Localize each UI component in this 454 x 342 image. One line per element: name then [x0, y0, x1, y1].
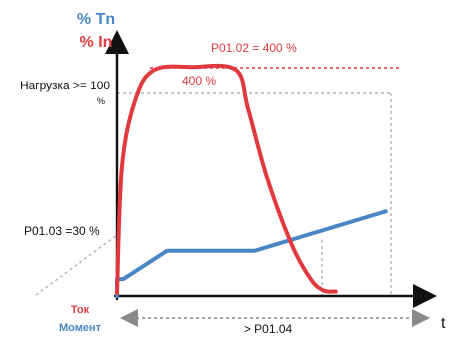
y-axis-arrow-icon: [105, 30, 129, 54]
p0104-annotation: > P01.04: [244, 322, 293, 336]
torque-series-line: [115, 209, 388, 298]
p0102-annotation: P01.02 = 400 %: [211, 41, 297, 55]
current-series-line: [115, 63, 338, 296]
legend-torque: Момент: [59, 322, 102, 334]
x-label-t: t: [441, 315, 446, 332]
p0104-arrow: [120, 309, 430, 327]
x-axis-arrow-icon: [413, 284, 437, 308]
load-annotation-unit: %: [97, 96, 105, 106]
reference-lines: [35, 67, 402, 296]
p0103-reference-line: [35, 234, 118, 296]
y-label-tn: % Tn: [77, 11, 115, 28]
p0104-right-arrowhead-icon: [412, 309, 430, 327]
peak-annotation: 400 %: [182, 74, 216, 88]
load-annotation: Нагрузка >= 100: [20, 80, 110, 92]
y-label-in: % In: [80, 34, 113, 51]
legend-current: Ток: [71, 304, 90, 316]
p0104-left-arrowhead-icon: [120, 309, 138, 327]
p0103-annotation: P01.03 =30 %: [24, 224, 100, 238]
series-layer: [115, 63, 388, 298]
